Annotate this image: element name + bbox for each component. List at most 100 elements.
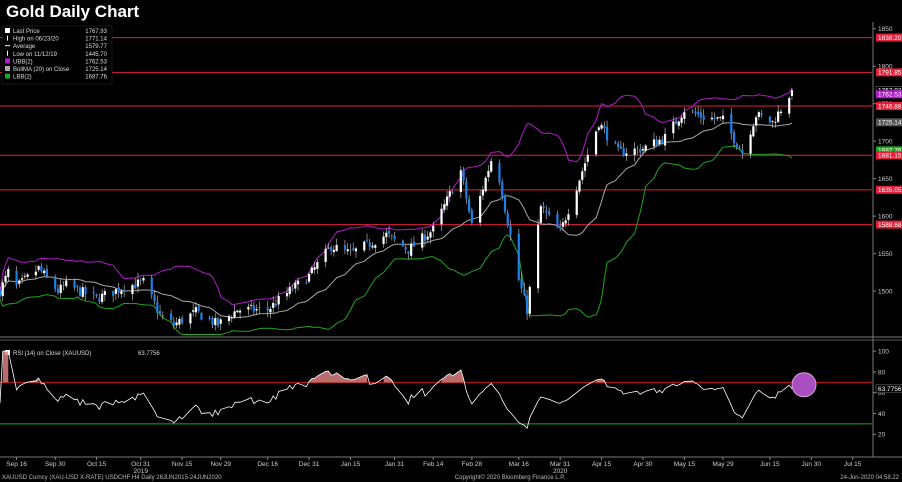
candle-body bbox=[227, 316, 231, 322]
candle bbox=[20, 273, 24, 284]
rsi-axis-label: 40 bbox=[878, 411, 886, 418]
candle bbox=[470, 207, 473, 226]
candle bbox=[487, 164, 490, 182]
candle-body bbox=[567, 214, 570, 221]
candle bbox=[506, 209, 509, 228]
candle bbox=[581, 167, 584, 184]
candle-body bbox=[741, 149, 744, 154]
candle bbox=[374, 243, 377, 253]
candle-body bbox=[84, 286, 87, 295]
price-tag bbox=[876, 118, 902, 127]
candle-body bbox=[790, 90, 794, 96]
candle-body bbox=[484, 177, 487, 192]
candle bbox=[498, 159, 501, 186]
rsi-axis-label: 60 bbox=[878, 390, 886, 397]
candle bbox=[112, 290, 115, 303]
candle bbox=[614, 140, 617, 145]
footer-center: Copyright© 2020 Bloomberg Finance L.P. bbox=[455, 474, 566, 481]
legend-value: 1762.53 bbox=[85, 59, 107, 65]
candle-body bbox=[451, 192, 454, 194]
candle-body bbox=[387, 230, 391, 234]
candle bbox=[674, 117, 678, 125]
candle-body bbox=[139, 279, 142, 281]
candle-body bbox=[76, 286, 79, 287]
candle-body bbox=[517, 233, 520, 280]
candle-body bbox=[200, 313, 203, 320]
candle-body bbox=[702, 115, 705, 120]
candle-body bbox=[114, 289, 117, 294]
candle bbox=[98, 293, 101, 304]
candle bbox=[490, 157, 493, 174]
time-axis-label: Apr 15 bbox=[592, 461, 612, 468]
candle bbox=[62, 280, 65, 291]
candle-body bbox=[250, 304, 253, 306]
legend-label: BollMA (20) on Close bbox=[13, 67, 70, 73]
time-axis-label: Feb 28 bbox=[462, 461, 483, 468]
candle bbox=[658, 136, 661, 147]
candle bbox=[680, 114, 683, 128]
candle-body bbox=[556, 214, 559, 228]
candle bbox=[702, 109, 705, 125]
candle bbox=[84, 285, 87, 301]
candle-body bbox=[266, 307, 269, 311]
candle-body bbox=[112, 291, 115, 296]
candle-body bbox=[43, 270, 46, 274]
candle-body bbox=[330, 247, 333, 251]
candle-body bbox=[674, 120, 678, 124]
candle bbox=[363, 240, 366, 253]
candle bbox=[95, 293, 98, 299]
candle bbox=[219, 317, 222, 331]
candle-body bbox=[537, 224, 540, 289]
candle-body bbox=[288, 287, 291, 295]
candle bbox=[200, 311, 203, 321]
candle-body bbox=[479, 195, 482, 223]
candle-body bbox=[142, 278, 145, 281]
candle-body bbox=[625, 153, 628, 157]
candle bbox=[310, 265, 313, 275]
price-axis-label: 1550 bbox=[878, 251, 893, 258]
candle-body bbox=[214, 317, 217, 326]
candle-body bbox=[429, 232, 432, 238]
candle bbox=[18, 279, 21, 288]
candle bbox=[760, 109, 763, 118]
candle-body bbox=[506, 213, 509, 226]
candle bbox=[216, 317, 220, 328]
candle bbox=[661, 135, 664, 145]
candle bbox=[56, 284, 60, 295]
candle-body bbox=[335, 244, 338, 251]
candle-body bbox=[216, 318, 220, 326]
candle bbox=[545, 205, 548, 220]
candle-body bbox=[407, 251, 410, 254]
candle bbox=[730, 107, 733, 140]
candle bbox=[0, 286, 2, 299]
candle-body bbox=[465, 181, 468, 199]
candle-body bbox=[594, 131, 598, 155]
candle-body bbox=[62, 284, 65, 286]
candle-body bbox=[459, 170, 462, 193]
candle bbox=[548, 207, 551, 217]
candle bbox=[307, 272, 311, 284]
candle bbox=[236, 309, 239, 313]
candle bbox=[136, 272, 140, 294]
candle-body bbox=[316, 262, 319, 269]
rsi-axis-label: 100 bbox=[878, 348, 889, 355]
candle-body bbox=[710, 117, 714, 120]
candle-body bbox=[655, 139, 658, 146]
candle bbox=[114, 288, 117, 301]
candle bbox=[269, 306, 272, 319]
candle-body bbox=[481, 189, 485, 196]
candle-body bbox=[619, 146, 622, 149]
rsi-legend-label: RSI (14) on Close (XAUUSD) bbox=[13, 351, 91, 357]
candle-body bbox=[274, 304, 278, 306]
candle-body bbox=[136, 279, 140, 287]
candle-body bbox=[622, 147, 625, 156]
candle bbox=[462, 166, 465, 185]
candle-body bbox=[426, 236, 429, 240]
candle bbox=[594, 130, 598, 157]
candle bbox=[633, 142, 636, 162]
candle bbox=[103, 288, 106, 302]
candle bbox=[445, 190, 449, 211]
candle-body bbox=[161, 315, 164, 317]
candle-body bbox=[7, 268, 10, 278]
